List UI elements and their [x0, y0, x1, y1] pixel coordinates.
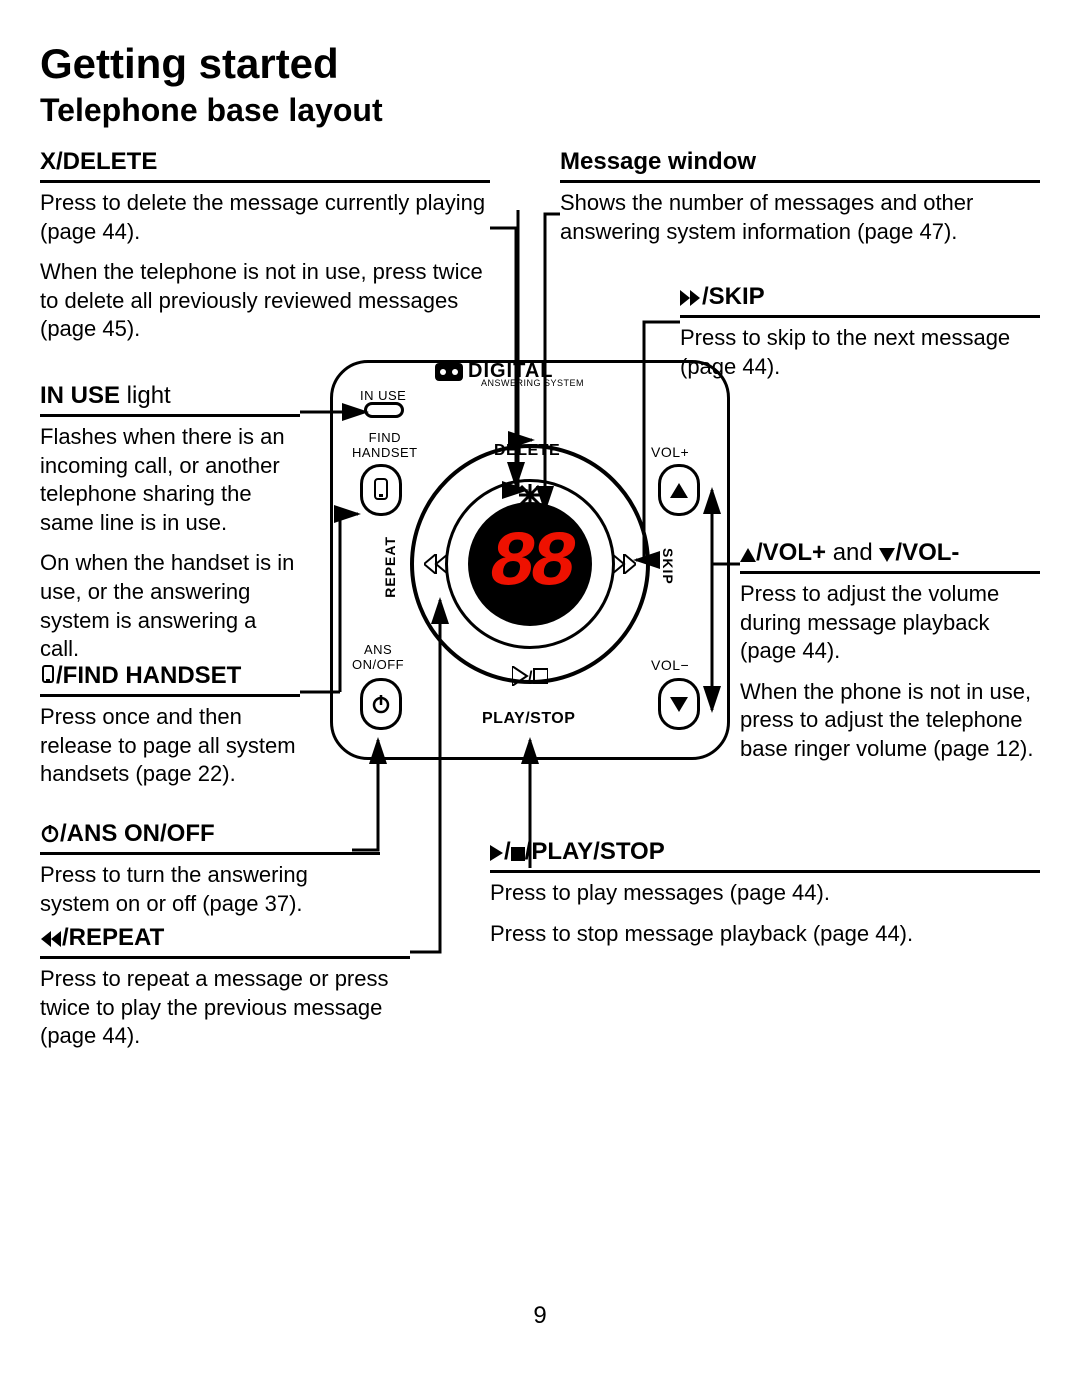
skip-p1: Press to skip to the next message (page … — [680, 324, 1040, 381]
vol-up-button — [658, 464, 700, 516]
find-handset-button — [360, 464, 402, 516]
callout-skip: /SKIP Press to skip to the next message … — [680, 279, 1040, 393]
ansonoff-title: /ANS ON/OFF — [40, 816, 380, 855]
handset-small-icon — [373, 478, 389, 502]
callout-ansonoff: /ANS ON/OFF Press to turn the answering … — [40, 816, 380, 930]
playstop-title: //PLAY/STOP — [490, 834, 1040, 873]
triangle-down-icon — [879, 548, 895, 562]
repeat-vertical-label: REPEAT — [382, 536, 398, 598]
vol-p2: When the phone is not in use, press to a… — [740, 678, 1040, 764]
stop-icon — [511, 847, 525, 861]
page-title-h1: Getting started — [40, 40, 1040, 88]
find-handset-label: FIND HANDSET — [352, 430, 418, 460]
vol-up-icon — [670, 483, 688, 498]
volm-label: VOL− — [651, 657, 689, 673]
playstop-p2: Press to stop message playback (page 44)… — [490, 920, 1040, 949]
findhandset-body: Press once and then release to page all … — [40, 703, 300, 789]
power-small-icon — [370, 693, 392, 715]
page-number: 9 — [40, 1302, 1040, 1330]
dial-skip-icon — [612, 554, 636, 574]
fastforward-icon — [680, 290, 702, 306]
xdelete-p2: When the telephone is not in use, press … — [40, 258, 490, 344]
rewind-icon — [40, 931, 62, 947]
power-icon — [40, 823, 60, 843]
repeat-title: /REPEAT — [40, 920, 410, 959]
in-use-label: IN USE — [360, 388, 406, 403]
dial-playstop-icon: / — [512, 666, 548, 686]
vol-title: /VOL+ and /VOL- — [740, 535, 1040, 574]
inuse-title: IN USE light — [40, 378, 300, 417]
ans-onoff-button — [360, 678, 402, 730]
ansonoff-body: Press to turn the answering system on or… — [40, 861, 380, 918]
callout-msgwindow: Message window Shows the number of messa… — [560, 144, 1040, 258]
msgwindow-body: Shows the number of messages and other a… — [560, 189, 1040, 246]
findhandset-p1: Press once and then release to page all … — [40, 703, 300, 789]
inuse-p2: On when the handset is in use, or the an… — [40, 549, 300, 663]
callout-vol: /VOL+ and /VOL- Press to adjust the volu… — [740, 535, 1040, 776]
playstop-p1: Press to play messages (page 44). — [490, 879, 1040, 908]
inuse-body: Flashes when there is an incoming call, … — [40, 423, 300, 664]
findhandset-title: /FIND HANDSET — [40, 658, 300, 697]
callout-findhandset: /FIND HANDSET Press once and then releas… — [40, 658, 300, 801]
skip-vertical-label: SKIP — [660, 548, 676, 585]
vol-body: Press to adjust the volume during messag… — [740, 580, 1040, 764]
callout-playstop: //PLAY/STOP Press to play messages (page… — [490, 834, 1040, 960]
msgwindow-p1: Shows the number of messages and other a… — [560, 189, 1040, 246]
skip-body: Press to skip to the next message (page … — [680, 324, 1040, 381]
callout-inuse: IN USE light Flashes when there is an in… — [40, 378, 300, 676]
callout-repeat: /REPEAT Press to repeat a message or pre… — [40, 920, 410, 1063]
triangle-up-icon — [740, 548, 756, 562]
repeat-body: Press to repeat a message or press twice… — [40, 965, 410, 1051]
page-title-h2: Telephone base layout — [40, 92, 1040, 129]
ans-onoff-label: ANS ON/OFF — [352, 642, 404, 672]
playstop-label: PLAY/STOP — [482, 710, 575, 728]
vol-down-icon — [670, 697, 688, 712]
base-diagram: DIGITAL ANSWERING SYSTEM IN USE FIND HAN… — [330, 350, 730, 780]
page: Getting started Telephone base layout X/… — [40, 40, 1040, 1360]
vol-p1: Press to adjust the volume during messag… — [740, 580, 1040, 666]
in-use-light — [364, 402, 404, 418]
svg-text:/: / — [528, 669, 533, 686]
callout-xdelete: X/DELETE Press to delete the message cur… — [40, 144, 490, 356]
vol-down-button — [658, 678, 700, 730]
repeat-p1: Press to repeat a message or press twice… — [40, 965, 410, 1051]
playstop-body: Press to play messages (page 44). Press … — [490, 879, 1040, 948]
xdelete-body: Press to delete the message currently pl… — [40, 189, 490, 344]
ansonoff-p1: Press to turn the answering system on or… — [40, 861, 380, 918]
message-display: 88 — [468, 502, 592, 626]
ans-system-label: ANSWERING SYSTEM — [481, 378, 584, 388]
skip-title: /SKIP — [680, 279, 1040, 318]
handset-icon — [40, 665, 56, 685]
dial-repeat-icon — [424, 554, 448, 574]
volp-label: VOL+ — [651, 444, 689, 460]
msgwindow-title: Message window — [560, 144, 1040, 183]
inuse-title-bold: IN USE — [40, 382, 120, 409]
inuse-p1: Flashes when there is an incoming call, … — [40, 423, 300, 537]
xdelete-p1: Press to delete the message currently pl… — [40, 189, 490, 246]
xdelete-title: X/DELETE — [40, 144, 490, 183]
play-icon — [490, 845, 504, 861]
tape-icon — [434, 362, 464, 382]
dial-delete-icon — [518, 483, 542, 507]
inuse-title-rest: light — [120, 382, 171, 409]
